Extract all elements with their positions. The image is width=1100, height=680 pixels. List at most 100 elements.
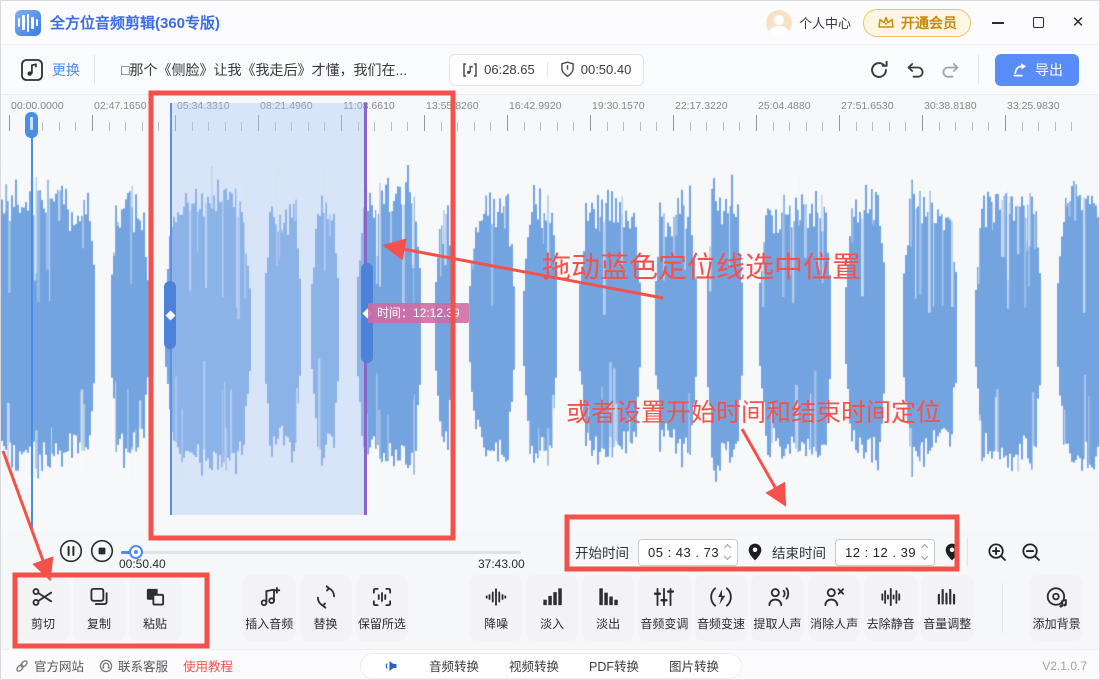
title-bar: 全方位音频剪辑(360专版) 个人中心 开通会员 ✕ <box>1 1 1099 45</box>
export-button[interactable]: 导出 <box>995 53 1079 86</box>
progress-fill <box>121 551 134 554</box>
locate-start-pin-icon[interactable] <box>747 542 763 562</box>
tool-extract-vocal-button[interactable]: 提取人声 <box>751 575 804 641</box>
replace-track-button[interactable]: 更换 <box>19 57 80 83</box>
replace-icon <box>316 585 335 609</box>
converter-link[interactable]: 图片转换 <box>669 660 720 674</box>
extract-vocal-icon <box>767 587 789 607</box>
track-title: □那个《侧脸》让我《我走后》才懂，我们在... <box>121 61 408 78</box>
timeline-minor-tick <box>1038 122 1040 131</box>
timeline-minor-tick <box>789 122 791 131</box>
timeline-major-tick <box>507 115 508 131</box>
timeline-minor-tick <box>805 122 807 131</box>
converter-link[interactable]: 音频转换 <box>428 660 479 674</box>
minimize-button[interactable] <box>989 14 1007 32</box>
tool-copy-button[interactable]: 复制 <box>73 575 125 641</box>
timeline-major-tick <box>92 115 93 131</box>
tool-paste-button[interactable]: 粘贴 <box>129 575 181 641</box>
converter-links: 音频转换 视频转换 PDF转换 图片转换 <box>359 652 743 679</box>
tool-replace-button[interactable]: 替换 <box>299 575 352 641</box>
timeline-minor-tick <box>1071 122 1073 131</box>
pause-button[interactable] <box>59 539 83 563</box>
tool-keep-selection-button[interactable]: 保留所选 <box>355 575 409 641</box>
timeline-minor-tick <box>457 122 459 131</box>
timeline-major-tick <box>673 115 674 131</box>
converter-link[interactable]: PDF转换 <box>589 660 640 674</box>
user-center-link[interactable]: 个人中心 <box>798 16 851 31</box>
close-button[interactable]: ✕ <box>1071 14 1085 31</box>
tool-add-background-button[interactable]: 添加背景 <box>1030 575 1083 641</box>
timeline-ruler: 00:00.0000 02:47.1650 05:34.3310 08:21.4960… <box>1 95 1099 135</box>
redo-button[interactable] <box>940 59 962 81</box>
start-time-stepper[interactable] <box>723 543 732 561</box>
timeline-minor-tick <box>490 122 492 131</box>
timeline-minor-tick <box>125 122 127 131</box>
total-time: 37:43.00 <box>478 557 525 571</box>
timeline-tick-label: 19:30.1570 <box>592 100 645 112</box>
main-toolbar: 更换 □那个《侧脸》让我《我走后》才懂，我们在... 06:28.65 00:5… <box>1 45 1099 95</box>
start-time-input[interactable]: 05 : 43 . 73 <box>638 538 738 566</box>
selection-region[interactable]: 时间：12:12.39 <box>164 103 469 515</box>
tool-fade-in-button[interactable]: 淡入 <box>526 575 579 641</box>
timeline-minor-tick <box>374 122 376 131</box>
timeline-minor-tick <box>639 122 641 131</box>
timeline-major-tick <box>839 115 840 131</box>
end-time-label: 结束时间 <box>772 546 826 561</box>
progress-thumb[interactable] <box>129 545 143 559</box>
end-time-input[interactable]: 12 : 12 . 39 <box>835 538 935 566</box>
start-time-label: 开始时间 <box>575 546 629 561</box>
speed-icon <box>710 587 732 607</box>
playhead-flag[interactable] <box>25 112 38 138</box>
tool-fade-out-button[interactable]: 淡出 <box>582 575 635 641</box>
current-time: 00:50.40 <box>119 557 166 571</box>
zoom-out-button[interactable] <box>1020 541 1043 564</box>
refresh-button[interactable] <box>868 59 890 81</box>
tool-volume-button[interactable]: 音量调整 <box>920 575 974 641</box>
timeline-minor-tick <box>971 122 973 131</box>
timeline-tick-label: 33:25.9830 <box>1007 100 1060 112</box>
tutorial-link[interactable]: 使用教程 <box>183 660 234 674</box>
timeline-tick-label: 13:55.8260 <box>426 100 479 112</box>
zoom-in-button[interactable] <box>986 541 1009 564</box>
timeline-minor-tick <box>739 122 741 131</box>
timeline-minor-tick <box>772 122 774 131</box>
converter-link[interactable]: 视频转换 <box>508 660 559 674</box>
shield-icon <box>560 61 574 77</box>
undo-button[interactable] <box>904 59 926 81</box>
playhead[interactable] <box>25 112 38 529</box>
timeline-minor-tick <box>407 122 409 131</box>
open-vip-button[interactable]: 开通会员 <box>863 8 971 37</box>
tool-denoise-button[interactable]: 降噪 <box>470 575 523 641</box>
tool-speed-button[interactable]: 音频变速 <box>694 575 748 641</box>
tool-remove-silence-button[interactable]: 去除静音 <box>864 575 917 641</box>
remove-vocal-icon <box>824 588 845 607</box>
timeline-tick-label: 00:00.0000 <box>11 100 64 112</box>
timeline-tick-label: 27:51.6530 <box>841 100 894 112</box>
user-avatar[interactable] <box>765 9 792 36</box>
locate-end-pin-icon[interactable] <box>944 542 960 562</box>
stop-button[interactable] <box>90 539 114 563</box>
denoise-icon <box>485 588 507 606</box>
timeline-minor-tick <box>689 122 691 131</box>
tool-insert-audio-button[interactable]: 插入音频 <box>243 575 296 641</box>
selection-start-handle[interactable] <box>164 281 176 349</box>
insert-audio-icon <box>260 586 281 607</box>
progress-track[interactable] <box>121 551 521 554</box>
app-version: V2.1.0.7 <box>1042 658 1087 673</box>
end-time-stepper[interactable] <box>920 543 929 561</box>
timeline-minor-tick <box>888 122 890 131</box>
timeline-minor-tick <box>905 122 907 131</box>
playback-bar: 00:50.40 37:43.00 开始时间 05 : 43 . 73 结束时间… <box>1 531 1099 573</box>
tool-cut-button[interactable]: 剪切 <box>17 575 69 641</box>
contact-support-link[interactable]: 联系客服 <box>99 656 168 675</box>
timeline-minor-tick <box>938 122 940 131</box>
tool-remove-vocal-button[interactable]: 消除人声 <box>807 575 861 641</box>
timeline-major-tick <box>590 115 591 131</box>
tool-pitch-button[interactable]: 音频变调 <box>638 575 691 641</box>
official-site-link[interactable]: 官方网站 <box>15 656 84 675</box>
maximize-button[interactable] <box>1029 14 1047 32</box>
export-icon <box>1013 63 1027 77</box>
timeline-minor-tick <box>872 122 874 131</box>
duration-box: 06:28.65 00:50.40 <box>449 53 645 86</box>
